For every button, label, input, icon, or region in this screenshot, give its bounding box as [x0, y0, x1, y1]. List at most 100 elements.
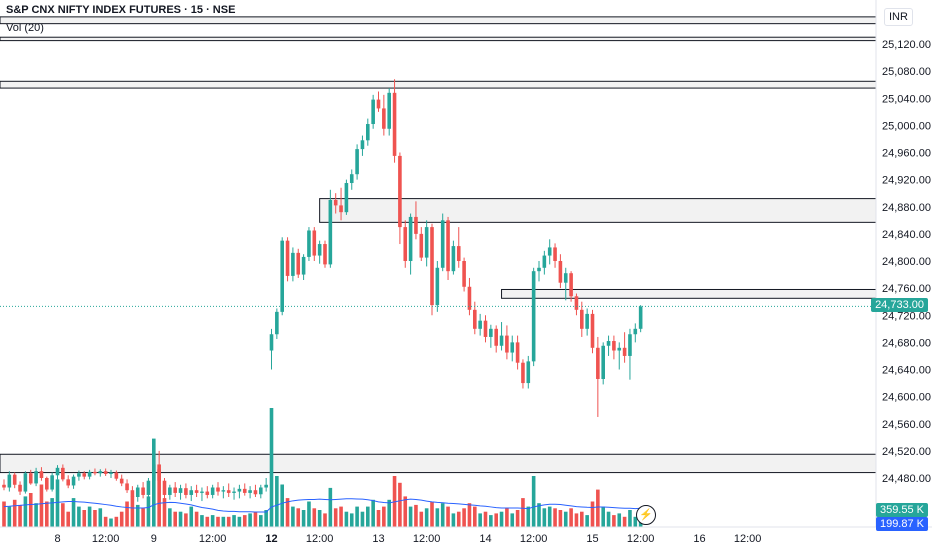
volume-bar-87: [467, 503, 472, 527]
time-tick-9: 12:00: [520, 533, 548, 545]
candle-body-30: [162, 480, 167, 495]
candle-body-79: [424, 227, 429, 258]
candle-body-105: [563, 273, 568, 283]
volume-ma-line: [3, 498, 641, 513]
volume-bar-70: [376, 510, 381, 527]
volume-bar-106: [569, 508, 573, 527]
time-tick-6: 13: [372, 533, 384, 545]
currency-selector[interactable]: INR: [884, 8, 913, 26]
volume-bar-85: [456, 511, 461, 527]
lightning-bolt-icon[interactable]: ⚡: [636, 505, 656, 525]
candle-body-60: [323, 244, 327, 265]
candle-body-23: [125, 483, 129, 491]
volume-bar-48: [259, 515, 263, 527]
candle-body-76: [408, 216, 413, 261]
volume-bar-67: [360, 511, 365, 527]
volume-bar-78: [419, 511, 424, 527]
volume-bar-72: [387, 499, 391, 527]
volume-bar-43: [232, 515, 236, 527]
volume-badge: 359.55 K: [875, 503, 928, 517]
candle-body-86: [462, 261, 466, 287]
volume-bar-83: [446, 506, 450, 527]
volume-bar-92: [494, 513, 498, 527]
volume-bar-75: [403, 496, 408, 527]
candle-body-32: [173, 487, 177, 493]
volume-bar-59: [317, 510, 322, 527]
price-tick-6: 24,880.00: [882, 202, 931, 214]
volume-indicator-label[interactable]: Vol (20): [6, 22, 44, 34]
volume-bar-93: [499, 511, 504, 527]
candle-body-87: [467, 286, 472, 310]
candle-body-81: [435, 267, 440, 306]
price-tick-0: 25,120.00: [882, 39, 931, 51]
candle-body-7: [39, 471, 44, 478]
volume-bar-29: [157, 469, 161, 527]
candle-body-67: [360, 140, 365, 150]
volume-bar-68: [366, 506, 370, 527]
volume-bar-99: [531, 476, 536, 527]
volume-bar-109: [585, 515, 589, 527]
candle-body-56: [301, 256, 306, 275]
volume-bar-6: [34, 503, 38, 527]
candle-body-101: [542, 255, 547, 268]
candle-body-117: [628, 334, 632, 356]
candle-body-99: [531, 271, 536, 362]
volume-bar-32: [173, 511, 177, 527]
candle-body-109: [585, 313, 589, 329]
candle-body-70: [376, 99, 381, 109]
price-tick-8: 24,800.00: [882, 256, 931, 268]
candle-body-111: [596, 347, 600, 379]
price-tick-16: 24,480.00: [882, 473, 931, 485]
candle-body-8: [45, 478, 49, 490]
volume-bar-2: [12, 499, 17, 527]
candle-body-20: [109, 472, 113, 474]
candle-body-27: [146, 480, 151, 495]
candle-body-40: [216, 487, 220, 492]
volume-bar-24: [130, 496, 135, 527]
volume-bar-90: [483, 511, 488, 527]
volume-bar-52: [280, 484, 284, 527]
candle-body-52: [280, 240, 284, 312]
time-axis: 8 12:00 9 12:00 12 12:00 13 12:00 14 12:00 15 12:00…: [54, 533, 761, 545]
time-tick-0: 8: [54, 533, 60, 545]
volume-bar-89: [478, 513, 482, 527]
volume-bar-36: [194, 511, 199, 527]
volume-bar-5: [28, 493, 33, 527]
candle-body-45: [242, 488, 247, 493]
candle-body-44: [237, 488, 242, 492]
candle-body-73: [392, 92, 397, 156]
volume-bar-95: [510, 513, 515, 527]
candle-body-107: [574, 296, 579, 310]
volume-bar-12: [66, 511, 70, 527]
volume-bar-116: [622, 516, 627, 527]
volume-bar-37: [200, 515, 204, 527]
candle-body-4: [23, 473, 28, 492]
volume-bar-11: [61, 503, 65, 527]
candle-body-53: [285, 240, 290, 276]
volume-bar-66: [355, 506, 359, 527]
zone-5: [0, 453, 877, 474]
candle-body-63: [339, 205, 343, 213]
volume-bar-81: [435, 508, 440, 527]
price-tick-11: 24,680.00: [882, 337, 931, 349]
candle-body-12: [66, 479, 70, 486]
price-tick-2: 25,040.00: [882, 93, 931, 105]
volume-bar-15: [82, 510, 87, 527]
volume-bar-9: [50, 498, 54, 527]
volume-bar-22: [119, 511, 124, 527]
zones-layer: [0, 16, 877, 474]
volume-bar-56: [301, 510, 306, 527]
volume-bar-103: [553, 508, 557, 527]
volume-bar-107: [574, 513, 579, 527]
candle-body-51: [275, 311, 279, 335]
volume-bar-100: [537, 503, 541, 527]
volume-bar-46: [248, 513, 252, 527]
zone-4: [501, 288, 877, 299]
volume-bar-63: [339, 506, 343, 527]
price-tick-15: 24,520.00: [882, 446, 931, 458]
last-price-badge: 24,733.00: [871, 298, 928, 313]
candle-body-1: [7, 474, 12, 488]
candle-body-28: [152, 464, 156, 481]
candle-body-38: [205, 491, 210, 495]
